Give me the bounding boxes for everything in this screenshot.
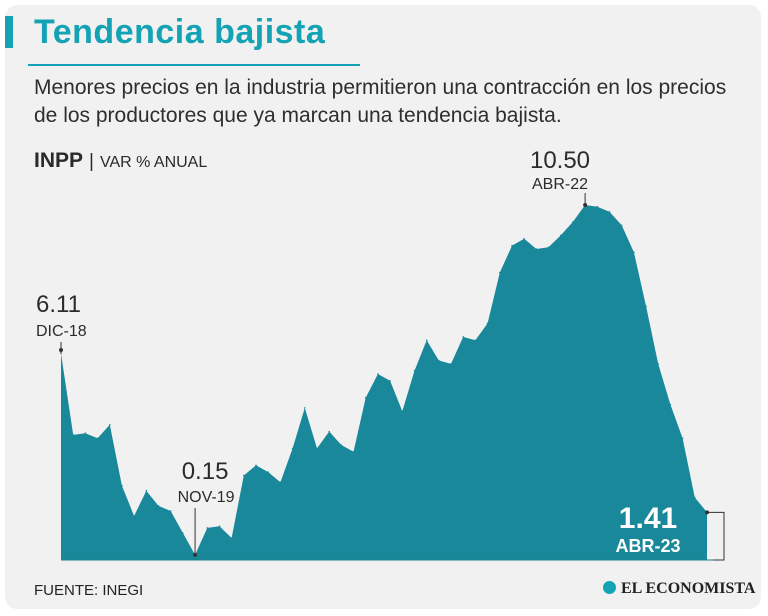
chart-title: Tendencia bajista [34, 13, 326, 51]
data-point [304, 407, 306, 409]
data-point [450, 363, 452, 365]
data-point [572, 221, 574, 223]
source-note: FUENTE: INEGI [34, 582, 144, 599]
series-unit: VAR % ANUAL [99, 154, 208, 171]
data-point [96, 437, 99, 440]
data-point [279, 481, 282, 484]
annotation-label: ABR-22 [532, 176, 588, 193]
data-point [511, 244, 513, 247]
data-point [438, 359, 440, 362]
data-point [182, 532, 184, 534]
data-point [559, 234, 562, 237]
brand-globe-icon [603, 581, 616, 594]
annotation-value: 0.15 [182, 458, 229, 485]
title-accent-bar [5, 16, 13, 48]
data-point [413, 369, 416, 372]
annotation-label: ABR-23 [615, 536, 680, 556]
data-point [486, 322, 489, 325]
annotation-dot [705, 510, 709, 515]
annotation-dot [59, 348, 63, 352]
data-point [291, 447, 294, 450]
data-point [425, 339, 428, 342]
annotation-bracket [707, 511, 725, 561]
annotation-value: 1.41 [619, 502, 677, 535]
data-point [255, 464, 257, 467]
chart-subtitle: Menores precios en la industria permitie… [34, 76, 727, 127]
data-point [218, 525, 221, 527]
data-point [474, 339, 477, 342]
data-point [133, 515, 135, 517]
data-point [169, 510, 172, 512]
data-point [206, 527, 209, 529]
data-point [657, 363, 659, 365]
data-point [401, 410, 404, 413]
data-point [620, 224, 623, 227]
annotation-label: NOV-19 [178, 489, 235, 506]
data-point [535, 248, 538, 250]
series-label: INPP | VAR % ANUAL [34, 149, 207, 173]
data-point [608, 211, 611, 213]
data-point [389, 380, 391, 382]
title-underline [28, 64, 360, 66]
annotation-dot [193, 552, 198, 557]
annotation-label: DIC-18 [36, 323, 87, 340]
data-point [121, 484, 123, 487]
data-point [145, 489, 148, 492]
series-name: INPP [34, 149, 84, 172]
brand-logo: EL ECONOMISTA [603, 580, 755, 598]
data-point [669, 403, 672, 406]
data-point [681, 437, 684, 440]
data-point [596, 205, 599, 208]
data-point [157, 505, 160, 507]
data-point [462, 336, 465, 338]
data-point [84, 432, 87, 435]
annotation-dot [583, 203, 588, 207]
data-point [377, 373, 379, 375]
annotation-value: 6.11 [36, 291, 81, 318]
data-point [316, 447, 318, 450]
data-point [633, 251, 635, 254]
annotation-value: 10.50 [530, 147, 590, 174]
data-point [499, 271, 501, 274]
data-point [109, 424, 111, 426]
brand-name: EL ECONOMISTA [621, 580, 756, 597]
data-point [72, 434, 74, 436]
data-point [352, 451, 355, 453]
data-point [243, 474, 245, 477]
data-point [267, 471, 270, 473]
series-separator: | [89, 151, 94, 172]
data-point [694, 496, 696, 499]
data-point [645, 305, 647, 308]
data-point [230, 537, 233, 539]
data-point [547, 246, 550, 249]
data-point [523, 238, 525, 240]
inpp-area [61, 205, 707, 560]
data-point [340, 444, 343, 446]
data-point [328, 430, 331, 433]
data-point [364, 396, 367, 399]
